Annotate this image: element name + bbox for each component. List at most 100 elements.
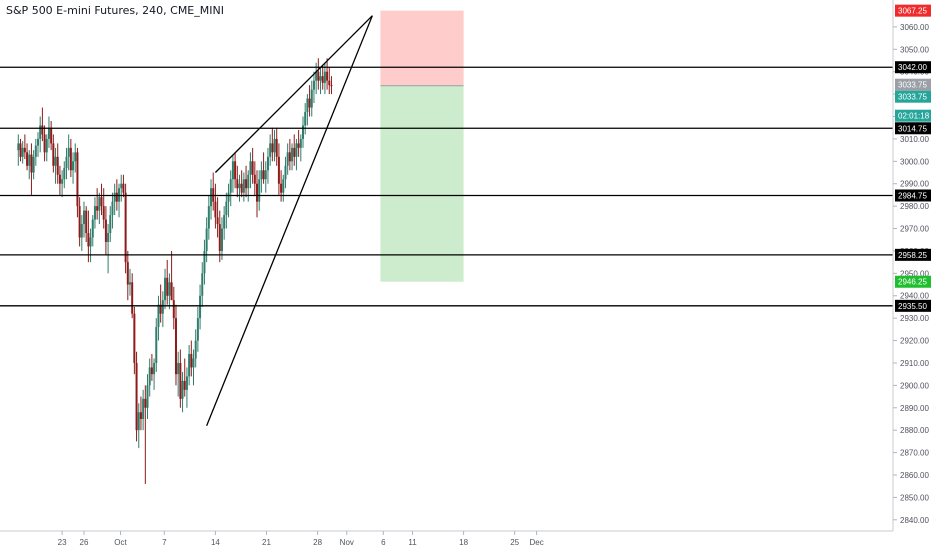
level-price-label: 2935.50 xyxy=(898,302,927,311)
candle-body xyxy=(262,170,265,180)
y-tick-label: 2920.00 xyxy=(900,337,929,346)
x-tick-label: 18 xyxy=(459,538,468,547)
candle-body xyxy=(225,201,228,216)
candle-body xyxy=(179,362,182,399)
candle-body xyxy=(188,354,191,377)
candle-body xyxy=(61,179,64,184)
entry-price-label-bg xyxy=(895,78,931,91)
candle-body xyxy=(128,282,131,285)
candle-body xyxy=(330,85,333,87)
candle-body xyxy=(96,206,99,211)
candle-body xyxy=(185,376,188,390)
candle-body xyxy=(76,152,79,207)
candle-body xyxy=(302,125,304,139)
candle-body xyxy=(39,125,42,139)
candle-body xyxy=(312,80,315,90)
candle-body xyxy=(216,217,219,225)
candle-body xyxy=(52,143,55,166)
y-tick-label: 2930.00 xyxy=(900,314,929,323)
candle-body xyxy=(240,183,243,193)
candle-body xyxy=(32,156,35,173)
y-tick-label: 2990.00 xyxy=(900,180,929,189)
y-tick-label: 2870.00 xyxy=(900,449,929,458)
candle-body xyxy=(74,152,77,162)
level-price-label: 3042.00 xyxy=(898,63,927,72)
candle-body xyxy=(315,71,318,81)
x-tick-label: 6 xyxy=(381,538,386,547)
candle-body xyxy=(273,138,276,153)
candle-body xyxy=(210,188,213,207)
level-price-label-bg xyxy=(895,299,931,312)
candle-body xyxy=(120,183,123,189)
candle-body xyxy=(50,127,53,144)
y-tick-label: 2860.00 xyxy=(900,471,929,480)
candle-body xyxy=(78,206,81,238)
candle-body xyxy=(122,183,125,193)
candle-body xyxy=(227,192,230,202)
candle-body xyxy=(37,138,40,146)
y-tick-label: 3060.00 xyxy=(900,23,929,32)
y-tick-label: 2850.00 xyxy=(900,493,929,502)
trendline xyxy=(206,15,373,426)
candle-body xyxy=(258,179,261,202)
candle-body xyxy=(124,192,127,263)
candle-body xyxy=(43,134,46,153)
x-tick-label: Nov xyxy=(340,538,354,547)
x-tick-label: 14 xyxy=(211,538,220,547)
y-tick-label: 2970.00 xyxy=(900,225,929,234)
stop-price-label-bg xyxy=(895,4,931,17)
candle-body xyxy=(142,398,145,419)
candle-body xyxy=(306,98,309,113)
candle-body xyxy=(286,152,289,166)
candle-body xyxy=(328,80,331,86)
candle-body xyxy=(207,206,210,229)
candle-body xyxy=(317,71,320,81)
candle-body xyxy=(321,76,324,83)
candle-body xyxy=(155,327,158,363)
trendline xyxy=(214,15,373,173)
candle-body xyxy=(284,165,287,180)
x-tick-label: 28 xyxy=(313,538,322,547)
candle-body xyxy=(28,154,31,166)
candle-body xyxy=(80,224,83,238)
candle-body xyxy=(192,358,195,368)
candle-body xyxy=(174,318,177,375)
candle-body xyxy=(183,380,186,390)
y-tick-label: 2890.00 xyxy=(900,404,929,413)
candle-body xyxy=(126,262,129,285)
candle-body xyxy=(161,300,164,314)
candle-body xyxy=(56,156,59,175)
candle-body xyxy=(139,412,142,419)
y-tick-label: 2980.00 xyxy=(900,202,929,211)
stop-loss-zone xyxy=(380,10,464,86)
candle-body xyxy=(26,152,29,166)
stop-price-label: 3067.25 xyxy=(898,7,927,16)
candle-body xyxy=(236,179,239,189)
candle-body xyxy=(23,147,26,153)
y-tick-label: 3010.00 xyxy=(900,135,929,144)
candle-body xyxy=(231,161,234,180)
candle-body xyxy=(299,138,302,148)
candle-body xyxy=(63,168,66,180)
last-price-label-bg xyxy=(895,90,931,103)
candle-body xyxy=(93,206,96,220)
candle-body xyxy=(159,304,162,314)
candle-body xyxy=(41,125,44,135)
candle-body xyxy=(242,179,245,193)
candle-body xyxy=(199,295,202,319)
target-price-label-bg xyxy=(895,275,931,288)
level-price-label-bg xyxy=(895,248,931,261)
candle-body xyxy=(214,201,217,218)
entry-price-label: 3033.75 xyxy=(898,81,927,90)
candle-body xyxy=(271,143,274,153)
candle-body xyxy=(310,89,313,108)
candle-body xyxy=(203,250,206,274)
candle-body xyxy=(17,143,20,151)
last-price-label: 3033.75 xyxy=(898,93,927,102)
candle-body xyxy=(218,224,221,251)
candle-body xyxy=(190,354,193,368)
candle-body xyxy=(295,143,298,157)
candle-body xyxy=(104,219,107,242)
level-price-label: 2958.25 xyxy=(898,251,927,260)
y-tick-label: 2940.00 xyxy=(900,292,929,301)
